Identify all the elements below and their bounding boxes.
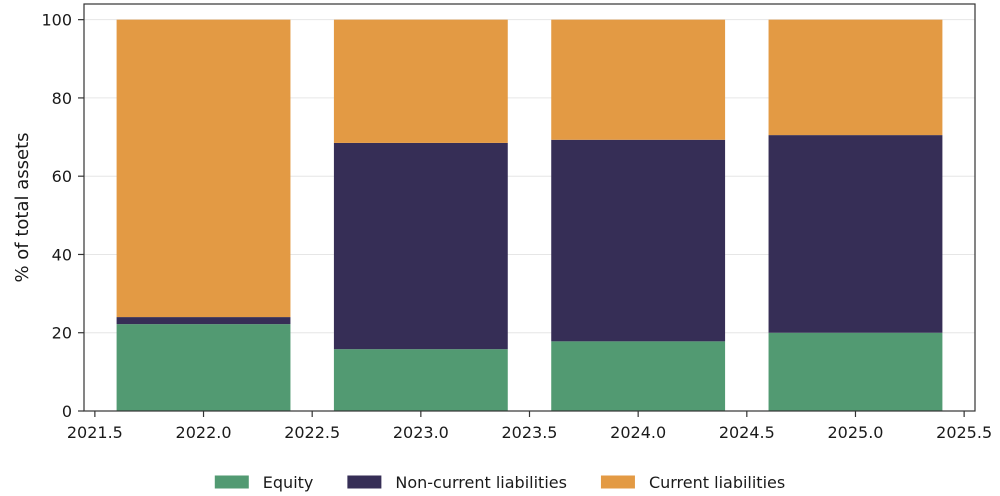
x-tick-label: 2023.5 [502, 423, 558, 442]
legend-label: Non-current liabilities [395, 473, 567, 492]
bar-segment-equity-0 [116, 324, 291, 411]
bar-segment-current-liabilities-2 [551, 19, 726, 140]
legend-item-non-current-liabilities: Non-current liabilities [347, 473, 567, 492]
y-tick-label: 100 [41, 11, 72, 30]
x-tick-label: 2021.5 [67, 423, 123, 442]
legend-item-equity: Equity [214, 473, 314, 492]
y-tick-label: 0 [62, 402, 72, 421]
legend-item-current-liabilities: Current liabilities [600, 473, 785, 492]
bar-segment-non-current-liabilities-2 [551, 139, 726, 342]
bar-segment-current-liabilities-3 [768, 19, 943, 136]
bar-segment-current-liabilities-0 [116, 19, 291, 318]
x-tick-label: 2022.0 [176, 423, 232, 442]
x-tick-label: 2024.0 [610, 423, 666, 442]
legend: Equity Non-current liabilities Current lia… [214, 473, 785, 492]
legend-label: Equity [263, 473, 314, 492]
x-tick-label: 2025.0 [827, 423, 883, 442]
y-tick-label: 60 [52, 167, 72, 186]
x-tick-label: 2025.5 [936, 423, 992, 442]
bar-segment-equity-2 [551, 341, 726, 411]
legend-label: Current liabilities [649, 473, 785, 492]
y-tick-label: 80 [52, 89, 72, 108]
x-tick-label: 2022.5 [284, 423, 340, 442]
bars [116, 19, 943, 411]
y-tick-label: 20 [52, 324, 72, 343]
bar-segment-non-current-liabilities-3 [768, 135, 943, 333]
legend-swatch [347, 475, 382, 489]
bar-segment-current-liabilities-1 [333, 19, 508, 143]
bar-segment-non-current-liabilities-1 [333, 142, 508, 350]
y-axis-label: % of total assets [12, 132, 33, 282]
bar-segment-equity-1 [333, 349, 508, 411]
y-axis-ticks: 0 20 40 60 80 100 [41, 11, 84, 421]
x-tick-label: 2024.5 [719, 423, 775, 442]
bar-segment-non-current-liabilities-0 [116, 317, 291, 325]
legend-swatch [600, 475, 635, 489]
x-tick-label: 2023.0 [393, 423, 449, 442]
legend-swatch [214, 475, 249, 489]
x-axis-ticks: 2021.5 2022.0 2022.5 2023.0 2023.5 2024.0 2024… [67, 411, 992, 442]
bar-segment-equity-3 [768, 332, 943, 411]
y-tick-label: 40 [52, 245, 72, 264]
